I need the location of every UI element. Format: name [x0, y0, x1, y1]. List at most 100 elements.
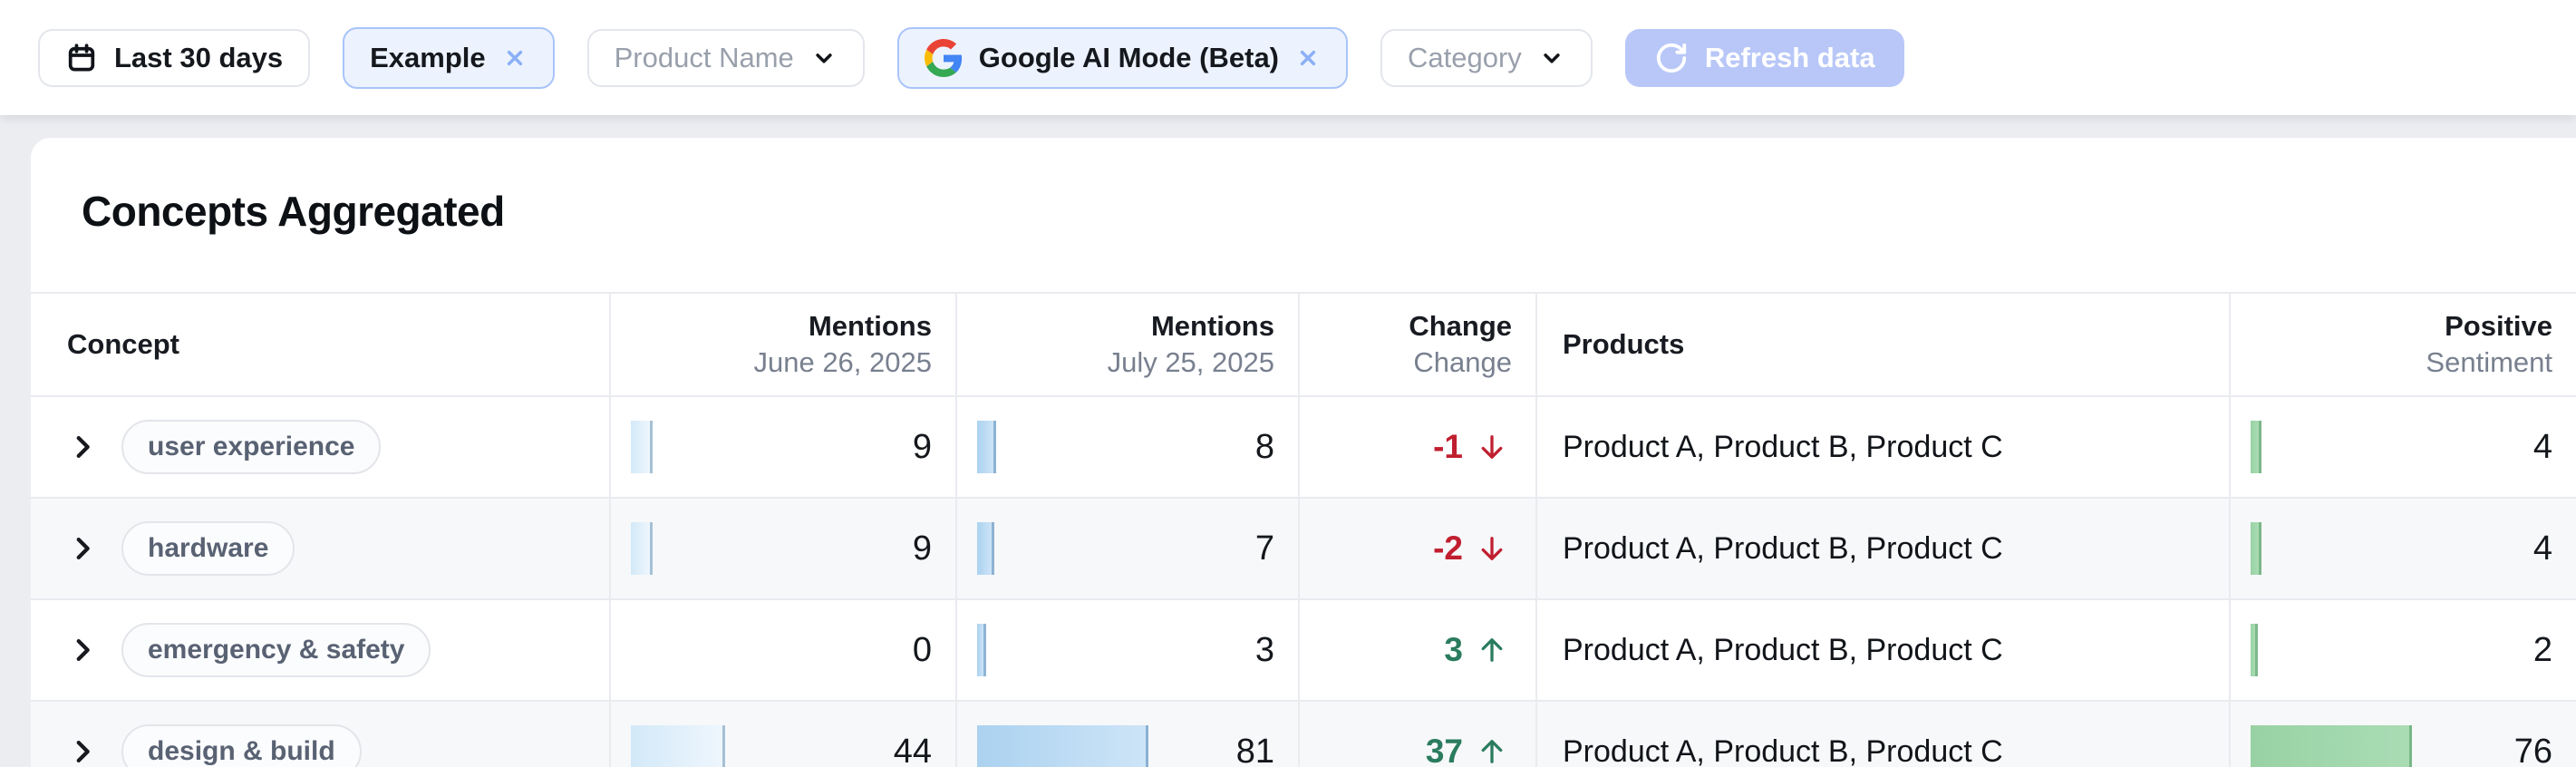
sentiment-cell: 4: [2229, 397, 2576, 497]
header-mentions-curr: Mentions July 25, 2025: [955, 294, 1298, 395]
chevron-right-icon[interactable]: [67, 432, 98, 462]
refresh-data-label: Refresh data: [1704, 41, 1875, 73]
header-mentions-curr-label: Mentions: [1150, 310, 1274, 342]
mentions-curr-cell: 7: [955, 499, 1298, 598]
concept-cell: hardware: [31, 499, 609, 598]
change-cell: 37: [1298, 702, 1535, 767]
filter-chip-ai-mode[interactable]: Google AI Mode (Beta): [896, 26, 1349, 89]
chevron-down-icon: [1544, 53, 1560, 63]
header-mentions-prev: Mentions June 26, 2025: [609, 294, 955, 395]
calendar-icon: [68, 43, 95, 71]
sentiment-cell: 76: [2229, 702, 2576, 767]
close-icon[interactable]: [1295, 45, 1321, 71]
products-cell: Product A, Product B, Product C: [1535, 397, 2229, 497]
sentiment-value: 4: [2532, 529, 2552, 568]
table-header-row: Concept Mentions June 26, 2025 Mentions …: [31, 292, 2576, 397]
mentions-prev-cell: 9: [609, 499, 955, 598]
header-concept: Concept: [31, 294, 609, 395]
header-mentions-prev-label: Mentions: [808, 310, 932, 342]
header-change: Change Change: [1298, 294, 1535, 395]
change-cell: -2: [1298, 499, 1535, 598]
sentiment-value: 76: [2513, 732, 2552, 767]
table-row[interactable]: emergency & safety 0 3 3 Product A, Prod…: [31, 600, 2576, 702]
mentions-prev-bar: [631, 421, 653, 473]
change-cell: 3: [1298, 600, 1535, 700]
category-dropdown[interactable]: Category: [1380, 28, 1593, 87]
refresh-data-button[interactable]: Refresh data: [1624, 28, 1904, 87]
filter-chip-ai-mode-label: Google AI Mode (Beta): [978, 41, 1280, 73]
concepts-table: Concept Mentions June 26, 2025 Mentions …: [31, 292, 2576, 767]
concept-cell: design & build: [31, 702, 609, 767]
arrow-up-icon: [1481, 638, 1503, 662]
filter-chip-example-label: Example: [370, 41, 486, 73]
mentions-prev-bar: [631, 522, 653, 575]
table-row[interactable]: design & build 44 81 37 Product A, Produ…: [31, 702, 2576, 767]
mentions-curr-value: 7: [1254, 529, 1274, 568]
products-cell: Product A, Product B, Product C: [1535, 499, 2229, 598]
close-icon[interactable]: [502, 45, 528, 71]
filter-chip-example[interactable]: Example: [343, 26, 555, 89]
header-mentions-prev-sublabel: June 26, 2025: [753, 346, 932, 378]
table-body: user experience 9 8 -1 Product A, Produc…: [31, 397, 2576, 767]
mentions-prev-value: 0: [912, 630, 932, 669]
arrow-up-icon: [1481, 740, 1503, 763]
header-products-label: Products: [1563, 328, 1685, 360]
mentions-prev-cell: 44: [609, 702, 955, 767]
date-range-button[interactable]: Last 30 days: [38, 28, 311, 87]
table-row[interactable]: user experience 9 8 -1 Product A, Produc…: [31, 397, 2576, 499]
mentions-prev-bar: [631, 725, 725, 767]
header-sentiment-label: Positive: [2445, 310, 2552, 342]
concept-pill[interactable]: emergency & safety: [121, 623, 431, 677]
mentions-prev-value: 9: [912, 529, 932, 568]
change-cell: -1: [1298, 397, 1535, 497]
product-name-dropdown-label: Product Name: [614, 41, 794, 73]
header-sentiment-sublabel: Sentiment: [2426, 346, 2552, 378]
sentiment-value: 4: [2532, 427, 2552, 466]
header-products: Products: [1535, 294, 2229, 395]
filter-toolbar: Last 30 days Example Product Name Google…: [0, 0, 2576, 115]
sentiment-cell: 4: [2229, 499, 2576, 598]
change-value: -2: [1433, 529, 1463, 567]
arrow-down-icon: [1481, 537, 1503, 560]
mentions-curr-bar: [977, 421, 996, 473]
sentiment-bar: [2251, 624, 2258, 676]
mentions-curr-bar: [977, 624, 986, 676]
concept-pill[interactable]: design & build: [121, 724, 362, 767]
mentions-curr-value: 81: [1235, 732, 1274, 767]
change-value: 3: [1444, 631, 1463, 668]
sentiment-bar: [2251, 522, 2261, 575]
mentions-prev-cell: 9: [609, 397, 955, 497]
product-name-dropdown[interactable]: Product Name: [586, 28, 865, 87]
arrow-down-icon: [1481, 435, 1503, 459]
header-mentions-curr-sublabel: July 25, 2025: [1107, 346, 1274, 378]
sentiment-cell: 2: [2229, 600, 2576, 700]
concept-pill[interactable]: hardware: [121, 521, 295, 576]
concept-pill[interactable]: user experience: [121, 420, 382, 474]
products-cell: Product A, Product B, Product C: [1535, 600, 2229, 700]
sentiment-bar: [2251, 421, 2261, 473]
refresh-icon: [1656, 43, 1686, 73]
table-row[interactable]: hardware 9 7 -2 Product A, Product B, Pr…: [31, 499, 2576, 600]
mentions-curr-cell: 3: [955, 600, 1298, 700]
sentiment-bar: [2251, 725, 2412, 767]
change-value: -1: [1433, 428, 1463, 465]
header-change-label: Change: [1409, 310, 1512, 342]
chevron-right-icon[interactable]: [67, 533, 98, 564]
change-value: 37: [1425, 733, 1463, 767]
chevron-right-icon[interactable]: [67, 635, 98, 665]
date-range-label: Last 30 days: [114, 41, 284, 73]
chevron-right-icon[interactable]: [67, 736, 98, 767]
mentions-curr-bar: [977, 522, 994, 575]
mentions-curr-value: 3: [1254, 630, 1274, 669]
mentions-curr-bar: [977, 725, 1148, 767]
mentions-prev-cell: 0: [609, 600, 955, 700]
header-concept-label: Concept: [67, 328, 179, 360]
concept-cell: emergency & safety: [31, 600, 609, 700]
google-logo-icon: [924, 38, 962, 77]
sentiment-value: 2: [2532, 630, 2552, 669]
mentions-prev-value: 44: [893, 732, 932, 767]
header-sentiment: Positive Sentiment: [2229, 294, 2576, 395]
chevron-down-icon: [816, 53, 832, 63]
products-cell: Product A, Product B, Product C: [1535, 702, 2229, 767]
